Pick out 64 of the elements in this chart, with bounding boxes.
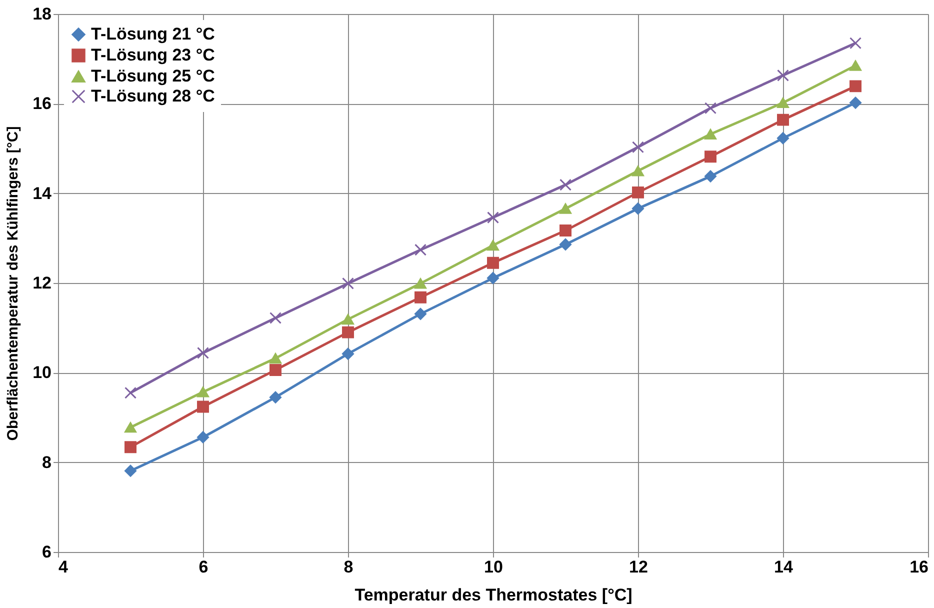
x-tick-label: 4 — [58, 558, 68, 576]
point — [704, 102, 716, 114]
point — [342, 314, 354, 325]
y-tick-label: 16 — [32, 94, 52, 114]
point — [270, 312, 282, 324]
point — [197, 431, 209, 444]
point — [560, 224, 572, 237]
x-tick-label: 8 — [344, 558, 354, 576]
point — [270, 353, 282, 364]
y-tick-label: 18 — [32, 4, 52, 24]
point — [777, 69, 789, 82]
point — [560, 203, 572, 214]
point — [777, 97, 789, 108]
point — [124, 386, 136, 399]
x-tick-label: 12 — [629, 558, 648, 576]
point — [342, 277, 354, 290]
point — [342, 348, 354, 360]
x-tick-label: 16 — [910, 558, 928, 576]
point — [560, 178, 572, 191]
point — [850, 96, 862, 109]
point — [487, 272, 499, 284]
point — [632, 186, 644, 198]
y-tick-label: 10 — [32, 363, 52, 382]
point — [342, 326, 354, 338]
point — [414, 244, 426, 256]
point — [487, 212, 499, 224]
y-tick-label: 14 — [32, 184, 52, 203]
point — [704, 170, 716, 182]
point — [704, 150, 716, 163]
point — [197, 400, 209, 413]
point — [414, 291, 426, 304]
x-axis-title: Temperatur des Thermostates [°C] — [354, 586, 632, 604]
point — [632, 166, 644, 176]
point — [560, 238, 572, 250]
x-tick-label: 6 — [198, 558, 208, 576]
point — [487, 256, 499, 269]
point — [124, 464, 136, 477]
point — [632, 141, 644, 154]
legend-label: T-Lösung 25 °C — [91, 66, 215, 86]
point — [632, 202, 644, 215]
point — [197, 346, 209, 359]
x-tick-label: 10 — [484, 558, 503, 576]
point — [270, 391, 282, 404]
point — [850, 37, 862, 50]
point — [487, 240, 499, 251]
point — [850, 60, 862, 71]
x-tick-label: 14 — [774, 558, 794, 576]
point — [270, 364, 282, 376]
legend-label: T-Lösung 23 °C — [91, 46, 215, 64]
point — [414, 278, 426, 289]
y-tick-label: 12 — [32, 274, 52, 292]
point — [124, 422, 136, 433]
point — [197, 386, 209, 398]
point — [704, 128, 716, 140]
point — [414, 308, 426, 320]
y-axis-title: Oberflächentemperatur des Kühlfingers [°C] — [4, 126, 22, 441]
legend-label: T-Lösung 21 °C — [91, 24, 215, 44]
point — [124, 441, 136, 454]
y-tick-label: 6 — [42, 542, 52, 562]
point — [777, 132, 789, 144]
y-tick-label: 8 — [42, 452, 52, 472]
point — [777, 114, 789, 126]
legend-label: T-Lösung 28 °C — [91, 86, 215, 106]
point — [850, 80, 862, 92]
